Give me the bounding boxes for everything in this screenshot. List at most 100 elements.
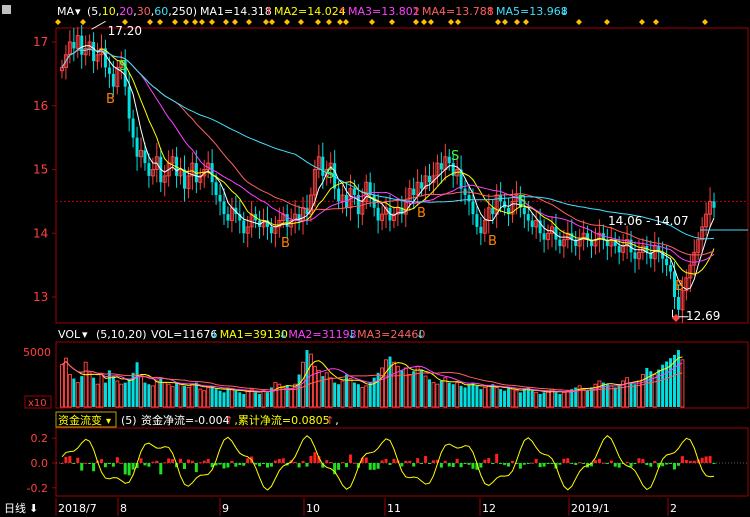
volume-plot[interactable] [59,350,685,408]
flow-bar [590,463,594,467]
period-dropdown-icon[interactable]: ⬇ [29,502,38,515]
price-y-tick-label: 14 [33,226,48,240]
flow-bar [582,463,586,464]
flow-bar [692,460,696,463]
event-diamond-icon [428,19,434,25]
flow-bar [629,463,633,467]
flow-bar [676,463,680,466]
flow-bar [431,460,435,463]
volume-bar [206,386,211,408]
volume-bar [210,385,214,407]
volume-bar [103,382,107,407]
candle-body [75,35,80,49]
volume-bar [123,382,127,407]
candle-body [669,265,673,272]
candle-body [601,233,605,240]
candle-body [186,175,191,190]
volume-bar [451,384,455,407]
candle-body [439,163,443,170]
flow-bar [597,458,601,463]
flow-bar [499,463,503,464]
volume-bar [198,388,203,408]
candle-body [542,233,546,240]
period-label[interactable]: 日线 [4,501,26,515]
flow-indicator-name[interactable]: 资金流变 [58,413,102,427]
candle-body [692,251,697,266]
volume-bar [333,382,337,407]
flow-bar [123,463,127,475]
x-axis-label: 2018/7 [58,502,97,515]
flow-bar [345,463,349,468]
flow-bar [119,462,123,464]
candle-body [459,169,463,189]
flow-bar [680,456,684,463]
flow-bar [135,463,139,469]
candle-body [415,181,420,196]
volume-bar [376,372,380,407]
volume-bar [226,387,230,407]
volume-bar [127,378,131,407]
flow-bar [341,462,345,464]
flow-bar [412,463,416,467]
flow-indicator-menu-icon[interactable]: ▾ [106,416,111,427]
volume-bar [107,370,111,407]
volume-bar [601,382,605,407]
candle-body [475,214,479,227]
volume-bar [249,388,254,408]
flow-bar [226,463,230,468]
event-diamond-icon [413,19,419,25]
candle-body [403,200,408,215]
flow-bar [163,462,167,464]
volume-bar [147,384,151,407]
event-diamond-icon [389,19,395,25]
candle-body [633,252,637,259]
legend-item-4: MA3=24460 [357,328,425,341]
flow-indicator-box[interactable] [55,411,117,428]
flow-y-axis: 0.2 0.0 -0.2 [27,432,56,495]
volume-bar [577,385,582,408]
flow-bar [127,463,131,476]
flow-bar [510,460,514,463]
price-indicator-name[interactable]: MA [57,5,74,18]
volume-bar [364,385,369,408]
flow-bar [704,456,708,463]
flow-bar [467,463,471,465]
event-diamond-icon [80,19,86,25]
price-plot[interactable]: 17.20 12.69 14.06 - 14.07 B B B B B S S S S [56,20,748,323]
volume-panel-frame [55,341,749,409]
flow-panel-frame [55,427,749,497]
volume-bar [494,386,499,408]
x-axis-label: 8 [120,502,127,515]
candle-body [376,207,380,221]
candle-body [59,67,64,72]
volume-bar [186,386,191,408]
flow-plot[interactable] [56,435,748,491]
flow-bar [700,457,704,463]
candle-body [712,201,716,208]
flow-bar [277,458,281,463]
event-diamond-icon [284,19,290,25]
event-diamond-icon [269,19,275,25]
volume-indicator-name[interactable]: VOL [58,328,81,341]
price-indicator-menu-icon[interactable]: ▾ [75,5,81,18]
volume-bar [368,382,372,407]
candle-body [554,226,558,240]
high-pointer [91,20,106,30]
volume-bar [412,371,416,407]
volume-indicator-menu-icon[interactable]: ▾ [82,328,88,341]
low-label: 12.69 [686,309,720,323]
legend-arrow-icon: ↑ [486,5,495,18]
volume-bar [423,375,428,408]
candle-body [308,194,313,215]
flow-bar [649,463,653,467]
panel-menu-icon[interactable] [2,5,11,14]
volume-bar [170,386,175,408]
volume-bar [214,389,218,407]
candle-body [103,48,107,68]
volume-bar [360,386,365,408]
candle-body [530,220,534,227]
flow-bar [558,463,562,465]
candle-body [72,42,76,49]
volume-bar [380,367,385,408]
